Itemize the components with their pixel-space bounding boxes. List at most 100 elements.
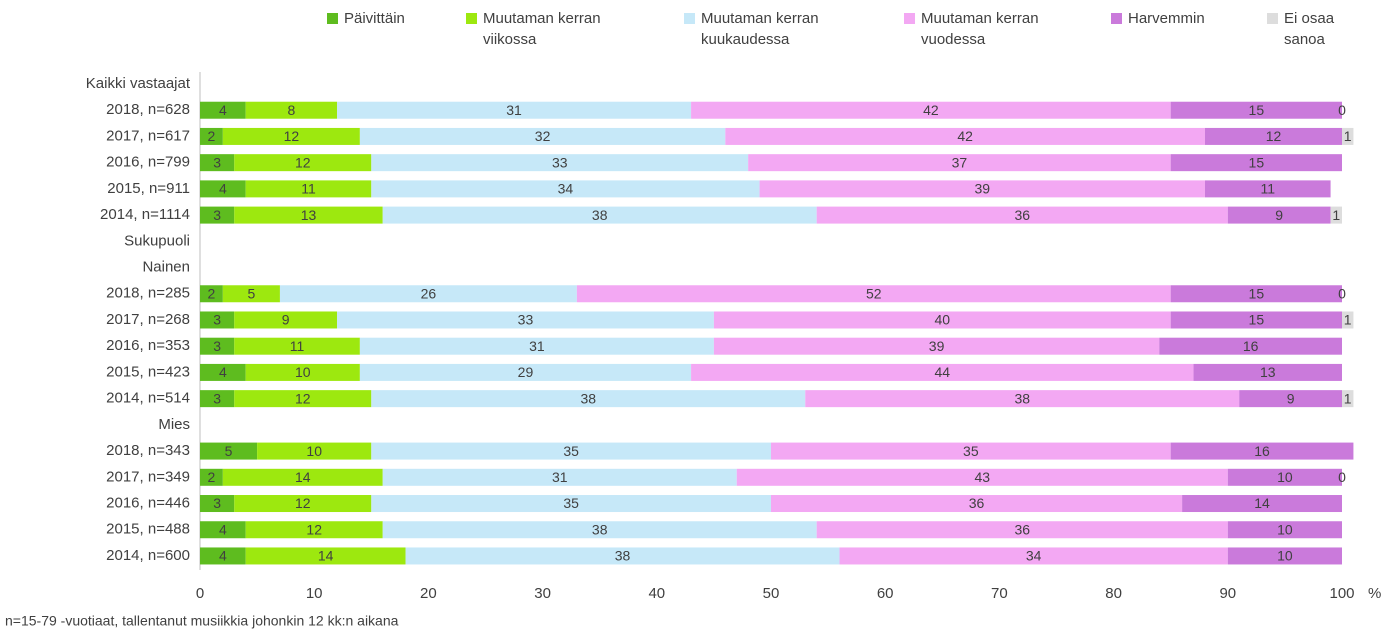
bar-segment <box>771 495 1183 513</box>
data-label: 12 <box>295 154 311 170</box>
category-label: 2017, n=617 <box>106 127 190 144</box>
data-label: 15 <box>1249 312 1265 328</box>
data-label: 32 <box>535 128 551 144</box>
bar-segment <box>839 547 1228 565</box>
bar-segment <box>382 521 817 539</box>
data-label: 31 <box>506 102 522 118</box>
bar-segment <box>200 127 223 145</box>
data-label: 9 <box>282 312 290 328</box>
category-label: Nainen <box>142 259 190 276</box>
bar-segment <box>200 180 246 198</box>
bar-segment <box>371 154 749 172</box>
category-label: 2016, n=799 <box>106 154 190 171</box>
data-label: 36 <box>1014 521 1030 537</box>
data-label: 14 <box>1254 495 1270 511</box>
data-label: 31 <box>552 469 568 485</box>
bar-segment <box>200 521 246 539</box>
data-label: 4 <box>219 181 227 197</box>
legend-item: Muutaman kerran vuodessa <box>904 8 1046 50</box>
x-tick-label: 90 <box>1219 585 1236 602</box>
x-tick-label: 100 <box>1329 585 1354 602</box>
data-label: 16 <box>1243 338 1259 354</box>
data-label: 39 <box>974 181 990 197</box>
category-label: 2014, n=600 <box>106 547 190 564</box>
data-label: 9 <box>1275 207 1283 223</box>
category-label: 2016, n=353 <box>106 337 190 354</box>
category-label: 2017, n=268 <box>106 311 190 328</box>
bar-segment <box>1170 154 1342 172</box>
data-label: 5 <box>225 443 233 459</box>
bar-segment <box>816 521 1228 539</box>
category-label: 2018, n=628 <box>106 101 190 118</box>
data-label: 29 <box>518 364 534 380</box>
legend-item: Muutaman kerran viikossa <box>466 8 608 50</box>
bar-segment <box>257 442 372 460</box>
bar-segment <box>725 127 1205 145</box>
bar-segment <box>222 127 360 145</box>
bar-segment <box>371 495 771 513</box>
category-label: 2015, n=423 <box>106 363 190 380</box>
data-label: 15 <box>1249 154 1265 170</box>
x-tick-label: 40 <box>648 585 665 602</box>
bar-segment <box>245 521 383 539</box>
data-label: 4 <box>219 102 227 118</box>
legend-swatch <box>1267 13 1278 24</box>
bar-segment <box>279 285 577 303</box>
bar-segment <box>337 311 714 329</box>
bar-segment <box>691 363 1194 381</box>
data-label: 12 <box>284 128 300 144</box>
x-tick-label: 60 <box>877 585 894 602</box>
bar-segment <box>1170 442 1354 460</box>
data-label: 36 <box>1014 207 1030 223</box>
data-label: 39 <box>929 338 945 354</box>
bar-segment <box>805 390 1240 408</box>
data-label: 38 <box>1014 390 1030 406</box>
bar-segment <box>405 547 840 565</box>
bar-segment <box>1342 127 1354 145</box>
data-label: 4 <box>219 521 227 537</box>
bar-segment <box>1227 521 1342 539</box>
data-label: 0 <box>1338 469 1346 485</box>
legend-item: Päivittäin <box>327 8 454 29</box>
legend-swatch <box>466 13 477 24</box>
x-tick-label: 0 <box>196 585 204 602</box>
bar-segment <box>200 101 246 119</box>
data-label: 10 <box>1277 548 1293 564</box>
data-label: 34 <box>558 181 574 197</box>
data-label: 10 <box>306 443 322 459</box>
bar-segment <box>234 390 372 408</box>
data-label: 10 <box>295 364 311 380</box>
bar-segment <box>759 180 1205 198</box>
x-tick-label: 50 <box>763 585 780 602</box>
bar-segment <box>359 127 726 145</box>
bar-segment <box>222 468 383 486</box>
legend-label: Harvemmin <box>1128 10 1205 27</box>
data-label: 0 <box>1338 285 1346 301</box>
bar-segment <box>200 311 235 329</box>
bar-segment <box>234 206 383 224</box>
bar-segment <box>200 363 246 381</box>
data-label: 10 <box>1277 521 1293 537</box>
x-tick-label: 20 <box>420 585 437 602</box>
data-label: 8 <box>287 102 295 118</box>
data-label: 13 <box>1260 364 1276 380</box>
data-label: 3 <box>213 207 221 223</box>
bar-segment <box>245 363 360 381</box>
category-label: 2014, n=514 <box>106 390 190 407</box>
data-label: 14 <box>295 469 311 485</box>
data-label: 43 <box>974 469 990 485</box>
data-label: 12 <box>295 495 311 511</box>
bar-segment <box>200 154 235 172</box>
data-label: 10 <box>1277 469 1293 485</box>
bar-segment <box>691 101 1171 119</box>
data-label: 33 <box>552 154 568 170</box>
data-label: 12 <box>1266 128 1282 144</box>
bar-segment <box>1239 390 1342 408</box>
footnote: n=15-79 -vuotiaat, tallentanut musiikkia… <box>5 613 399 629</box>
bar-segment <box>200 206 235 224</box>
data-label: 35 <box>563 443 579 459</box>
data-label: 42 <box>957 128 973 144</box>
data-label: 38 <box>592 521 608 537</box>
data-label: 3 <box>213 390 221 406</box>
